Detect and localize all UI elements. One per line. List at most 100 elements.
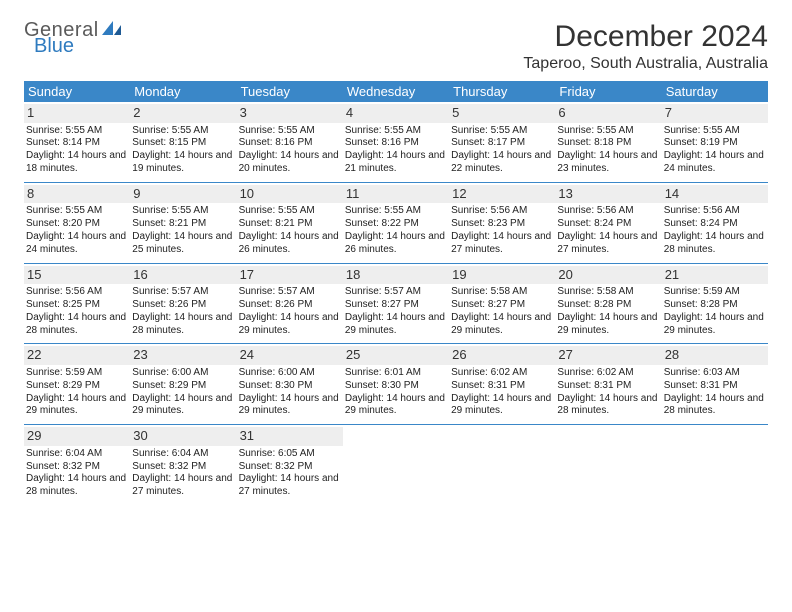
day-number: 7 — [662, 104, 768, 123]
weekday-header: Sunday — [24, 81, 130, 102]
sunrise-line: Sunrise: 6:02 AM — [451, 367, 551, 380]
calendar-day — [449, 425, 555, 505]
sunrise-line: Sunrise: 5:55 AM — [26, 125, 126, 138]
daylight-line: Daylight: 14 hours and 29 minutes. — [26, 393, 126, 419]
calendar-day: 24Sunrise: 6:00 AMSunset: 8:30 PMDayligh… — [237, 344, 343, 424]
day-number: 6 — [555, 104, 661, 123]
sunrise-line: Sunrise: 5:55 AM — [132, 125, 232, 138]
daylight-line: Daylight: 14 hours and 24 minutes. — [26, 231, 126, 257]
day-number: 9 — [130, 185, 236, 204]
daylight-line: Daylight: 14 hours and 29 minutes. — [239, 393, 339, 419]
daylight-line: Daylight: 14 hours and 28 minutes. — [26, 312, 126, 338]
sunrise-line: Sunrise: 5:55 AM — [26, 205, 126, 218]
calendar-week: 1Sunrise: 5:55 AMSunset: 8:14 PMDaylight… — [24, 102, 768, 183]
calendar-day: 25Sunrise: 6:01 AMSunset: 8:30 PMDayligh… — [343, 344, 449, 424]
daylight-line: Daylight: 14 hours and 24 minutes. — [664, 150, 764, 176]
sunset-line: Sunset: 8:23 PM — [451, 218, 551, 231]
calendar-day: 3Sunrise: 5:55 AMSunset: 8:16 PMDaylight… — [237, 102, 343, 182]
daylight-line: Daylight: 14 hours and 27 minutes. — [451, 231, 551, 257]
sunset-line: Sunset: 8:27 PM — [345, 299, 445, 312]
calendar-day — [555, 425, 661, 505]
calendar-day: 27Sunrise: 6:02 AMSunset: 8:31 PMDayligh… — [555, 344, 661, 424]
sunset-line: Sunset: 8:32 PM — [26, 461, 126, 474]
sunset-line: Sunset: 8:18 PM — [557, 137, 657, 150]
sunset-line: Sunset: 8:16 PM — [239, 137, 339, 150]
day-number: 15 — [24, 266, 130, 285]
calendar-day: 23Sunrise: 6:00 AMSunset: 8:29 PMDayligh… — [130, 344, 236, 424]
calendar-day — [343, 425, 449, 505]
day-number: 16 — [130, 266, 236, 285]
day-number: 1 — [24, 104, 130, 123]
sunrise-line: Sunrise: 6:05 AM — [239, 448, 339, 461]
daylight-line: Daylight: 14 hours and 27 minutes. — [239, 473, 339, 499]
calendar-day: 6Sunrise: 5:55 AMSunset: 8:18 PMDaylight… — [555, 102, 661, 182]
calendar-day: 7Sunrise: 5:55 AMSunset: 8:19 PMDaylight… — [662, 102, 768, 182]
sunrise-line: Sunrise: 5:58 AM — [451, 286, 551, 299]
sunset-line: Sunset: 8:31 PM — [451, 380, 551, 393]
day-number: 18 — [343, 266, 449, 285]
daylight-line: Daylight: 14 hours and 26 minutes. — [345, 231, 445, 257]
sunset-line: Sunset: 8:25 PM — [26, 299, 126, 312]
daylight-line: Daylight: 14 hours and 23 minutes. — [557, 150, 657, 176]
calendar-week: 15Sunrise: 5:56 AMSunset: 8:25 PMDayligh… — [24, 264, 768, 345]
daylight-line: Daylight: 14 hours and 27 minutes. — [132, 473, 232, 499]
weekday-header: Monday — [130, 81, 236, 102]
day-number: 31 — [237, 427, 343, 446]
sunrise-line: Sunrise: 5:57 AM — [132, 286, 232, 299]
calendar-day: 12Sunrise: 5:56 AMSunset: 8:23 PMDayligh… — [449, 183, 555, 263]
daylight-line: Daylight: 14 hours and 29 minutes. — [451, 312, 551, 338]
page-subtitle: Taperoo, South Australia, Australia — [523, 55, 768, 73]
daylight-line: Daylight: 14 hours and 18 minutes. — [26, 150, 126, 176]
daylight-line: Daylight: 14 hours and 29 minutes. — [345, 312, 445, 338]
sunrise-line: Sunrise: 6:04 AM — [26, 448, 126, 461]
weekday-header: Friday — [555, 81, 661, 102]
day-number: 4 — [343, 104, 449, 123]
day-number: 8 — [24, 185, 130, 204]
calendar-day: 14Sunrise: 5:56 AMSunset: 8:24 PMDayligh… — [662, 183, 768, 263]
sunset-line: Sunset: 8:30 PM — [345, 380, 445, 393]
sunset-line: Sunset: 8:32 PM — [132, 461, 232, 474]
calendar-day: 21Sunrise: 5:59 AMSunset: 8:28 PMDayligh… — [662, 264, 768, 344]
calendar-day: 9Sunrise: 5:55 AMSunset: 8:21 PMDaylight… — [130, 183, 236, 263]
calendar-day: 31Sunrise: 6:05 AMSunset: 8:32 PMDayligh… — [237, 425, 343, 505]
daylight-line: Daylight: 14 hours and 28 minutes. — [664, 393, 764, 419]
sunset-line: Sunset: 8:14 PM — [26, 137, 126, 150]
calendar: SundayMondayTuesdayWednesdayThursdayFrid… — [24, 81, 768, 505]
sunrise-line: Sunrise: 6:00 AM — [239, 367, 339, 380]
day-number: 10 — [237, 185, 343, 204]
sunrise-line: Sunrise: 5:56 AM — [451, 205, 551, 218]
daylight-line: Daylight: 14 hours and 29 minutes. — [345, 393, 445, 419]
day-number: 14 — [662, 185, 768, 204]
logo-text-blue: Blue — [34, 36, 123, 56]
daylight-line: Daylight: 14 hours and 19 minutes. — [132, 150, 232, 176]
day-number: 29 — [24, 427, 130, 446]
day-number: 30 — [130, 427, 236, 446]
calendar-day: 28Sunrise: 6:03 AMSunset: 8:31 PMDayligh… — [662, 344, 768, 424]
sunset-line: Sunset: 8:29 PM — [26, 380, 126, 393]
sunrise-line: Sunrise: 5:55 AM — [664, 125, 764, 138]
sunrise-line: Sunrise: 5:59 AM — [26, 367, 126, 380]
daylight-line: Daylight: 14 hours and 29 minutes. — [557, 312, 657, 338]
daylight-line: Daylight: 14 hours and 28 minutes. — [664, 231, 764, 257]
day-number: 28 — [662, 346, 768, 365]
calendar-day: 30Sunrise: 6:04 AMSunset: 8:32 PMDayligh… — [130, 425, 236, 505]
sunset-line: Sunset: 8:20 PM — [26, 218, 126, 231]
weekday-header: Tuesday — [237, 81, 343, 102]
sunrise-line: Sunrise: 5:55 AM — [239, 205, 339, 218]
calendar-day: 17Sunrise: 5:57 AMSunset: 8:26 PMDayligh… — [237, 264, 343, 344]
sunrise-line: Sunrise: 6:02 AM — [557, 367, 657, 380]
calendar-week: 8Sunrise: 5:55 AMSunset: 8:20 PMDaylight… — [24, 183, 768, 264]
sunset-line: Sunset: 8:17 PM — [451, 137, 551, 150]
sunrise-line: Sunrise: 5:55 AM — [345, 125, 445, 138]
sunrise-line: Sunrise: 5:55 AM — [451, 125, 551, 138]
calendar-day: 26Sunrise: 6:02 AMSunset: 8:31 PMDayligh… — [449, 344, 555, 424]
daylight-line: Daylight: 14 hours and 28 minutes. — [557, 393, 657, 419]
daylight-line: Daylight: 14 hours and 27 minutes. — [557, 231, 657, 257]
calendar-day: 22Sunrise: 5:59 AMSunset: 8:29 PMDayligh… — [24, 344, 130, 424]
calendar-day: 2Sunrise: 5:55 AMSunset: 8:15 PMDaylight… — [130, 102, 236, 182]
sunset-line: Sunset: 8:24 PM — [557, 218, 657, 231]
calendar-week: 22Sunrise: 5:59 AMSunset: 8:29 PMDayligh… — [24, 344, 768, 425]
day-number: 20 — [555, 266, 661, 285]
weekday-header-row: SundayMondayTuesdayWednesdayThursdayFrid… — [24, 81, 768, 102]
title-block: December 2024 Taperoo, South Australia, … — [523, 20, 768, 73]
